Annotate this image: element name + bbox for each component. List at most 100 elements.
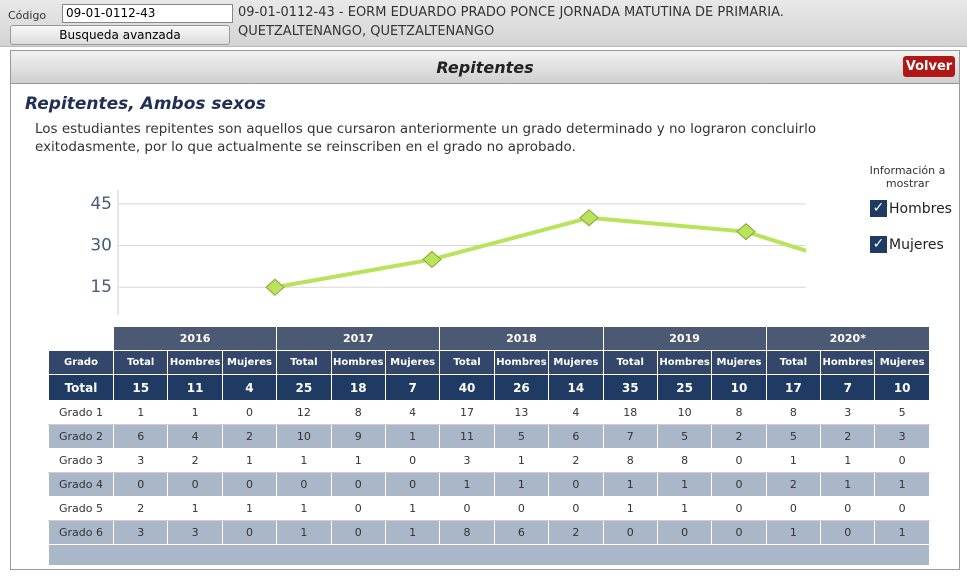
- cell: 0: [221, 520, 278, 545]
- cell: 7: [602, 424, 658, 449]
- year-header: 2019: [602, 326, 767, 351]
- grado-header: Grado: [48, 350, 114, 375]
- cell: 1: [384, 520, 441, 545]
- cell: 0: [765, 496, 822, 521]
- cell: 6: [548, 424, 604, 449]
- cell: 5: [765, 424, 822, 449]
- cell: 0: [874, 496, 930, 521]
- year-header: 2017: [276, 326, 441, 351]
- cell: 26: [493, 374, 550, 401]
- cell: 0: [221, 472, 278, 497]
- search-button[interactable]: Busqueda avanzada: [10, 25, 230, 45]
- cell: 3: [167, 520, 223, 545]
- cell: 11: [439, 424, 495, 449]
- cell: 8: [711, 400, 767, 425]
- cell: 9: [330, 424, 386, 449]
- year-header: 2020*: [765, 326, 930, 351]
- cell: 2: [221, 424, 278, 449]
- cell: 0: [330, 496, 386, 521]
- cell: 10: [656, 400, 713, 425]
- back-button[interactable]: Volver: [903, 56, 955, 77]
- cell: 25: [656, 374, 713, 401]
- cell: 0: [874, 448, 930, 473]
- description: Los estudiantes repitentes son aquellos …: [35, 121, 817, 137]
- description: exitodasmente, por lo que actualmente se…: [35, 139, 576, 155]
- cell: 0: [711, 520, 767, 545]
- cell: 0: [711, 472, 767, 497]
- cell: 1: [384, 496, 441, 521]
- cell: 0: [384, 448, 441, 473]
- legend-label: Hombres: [889, 200, 952, 217]
- panel-header: Repitentes Volver: [11, 51, 959, 84]
- cell: 8: [656, 448, 713, 473]
- legend-title-line: mostrar: [885, 177, 930, 190]
- cell: 8: [765, 400, 822, 425]
- cell: 18: [602, 400, 658, 425]
- cell: 0: [276, 472, 332, 497]
- cell: 0: [820, 520, 876, 545]
- cell: 1: [874, 520, 930, 545]
- sub-header: Mujeres: [221, 350, 278, 375]
- cell: 2: [112, 496, 169, 521]
- row-label: Grado 6: [48, 520, 114, 545]
- cell: 8: [330, 400, 386, 425]
- data-table: 2016 2017 2018 2019 2020* Grado Total Hombres Mu…: [48, 326, 930, 566]
- cell: 1: [656, 472, 713, 497]
- cell: 4: [221, 374, 278, 401]
- cell: 1: [656, 496, 713, 521]
- cell: 7: [820, 374, 876, 401]
- code-input[interactable]: 09-01-0112-43: [62, 4, 233, 23]
- row-label: Grado 5: [48, 496, 114, 521]
- checkbox[interactable]: ✓: [870, 200, 887, 217]
- legend-option[interactable]: ✓ Hombres: [870, 200, 952, 217]
- cell: 2: [711, 424, 767, 449]
- legend-title: Información a mostrar: [850, 164, 965, 190]
- legend-option[interactable]: ✓ Mujeres: [870, 236, 944, 253]
- cell: 1: [330, 448, 386, 473]
- cell: 1: [820, 472, 876, 497]
- cell: 5: [874, 400, 930, 425]
- cell: 7: [384, 374, 441, 401]
- sub-header: Total: [765, 350, 822, 375]
- cell: 17: [765, 374, 822, 401]
- cell: 0: [167, 472, 223, 497]
- sub-header: Hombres: [167, 350, 223, 375]
- subheader-row: Grado Total Hombres Mujeres Total Hombres Muje…: [48, 350, 930, 375]
- sub-header: Mujeres: [548, 350, 604, 375]
- cell: 1: [276, 496, 332, 521]
- cell: 3: [874, 424, 930, 449]
- cell: 10: [276, 424, 332, 449]
- cell: 40: [439, 374, 495, 401]
- cell: 1: [221, 496, 278, 521]
- cell: 10: [711, 374, 767, 401]
- checkbox[interactable]: ✓: [870, 236, 887, 253]
- school-line: 09-01-0112-43 - EORM EDUARDO PRADO PONCE…: [238, 5, 784, 20]
- blank-cell: [48, 326, 114, 351]
- cell: 12: [276, 400, 332, 425]
- cell: 0: [112, 472, 169, 497]
- cell: 0: [439, 496, 495, 521]
- sub-header: Total: [439, 350, 495, 375]
- cell: 0: [493, 496, 550, 521]
- cell: 5: [493, 424, 550, 449]
- row-label: Grado 1: [48, 400, 114, 425]
- cell: 1: [602, 496, 658, 521]
- cell: 0: [711, 496, 767, 521]
- year-row: 2016 2017 2018 2019 2020*: [48, 326, 930, 351]
- panel-title: Repitentes: [436, 58, 534, 77]
- sub-header: Total: [112, 350, 169, 375]
- cell: 3: [112, 448, 169, 473]
- cell: 0: [330, 472, 386, 497]
- subtitle: Repitentes, Ambos sexos: [25, 94, 266, 114]
- cell: 8: [602, 448, 658, 473]
- year-header: 2018: [439, 326, 604, 351]
- filler-row: [48, 544, 930, 566]
- total-row: Total 15 11 4 25 18 7 40 26 14 35 25 10 17 7 10: [48, 374, 930, 401]
- sub-header: Mujeres: [711, 350, 767, 375]
- cell: 1: [493, 448, 550, 473]
- school-line: QUETZALTENANGO, QUETZALTENANGO: [238, 24, 495, 39]
